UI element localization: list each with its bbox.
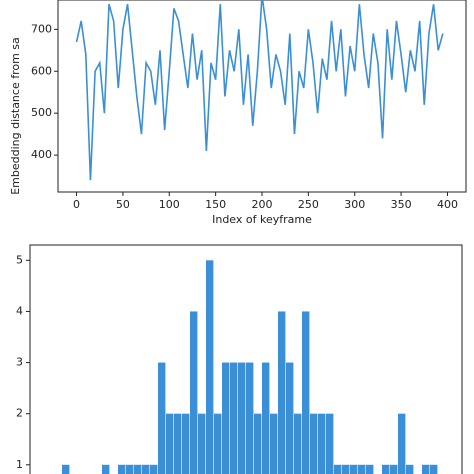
bar <box>358 464 366 474</box>
bar <box>302 311 310 474</box>
bar <box>270 413 278 474</box>
bar <box>238 362 246 474</box>
bar <box>406 464 414 474</box>
bar <box>142 464 150 474</box>
bar <box>310 413 318 474</box>
x-tick-label: 250 <box>298 198 319 211</box>
x-tick-label: 300 <box>344 198 365 211</box>
bar <box>150 464 158 474</box>
bar <box>286 362 294 474</box>
y-tick-label: 4 <box>16 304 23 317</box>
y-axis-label: Embedding distance from sa <box>9 37 22 195</box>
bar <box>254 413 262 474</box>
bar <box>382 464 390 474</box>
bar <box>342 464 350 474</box>
bar <box>318 413 326 474</box>
x-tick-label: 400 <box>437 198 458 211</box>
bar <box>366 464 374 474</box>
y-tick-label: 600 <box>31 64 52 77</box>
bottom-chart: 1 2 3 4 5 <box>16 244 463 474</box>
data-line <box>75 0 444 181</box>
bar <box>118 464 126 474</box>
y-tick-label: 500 <box>31 106 52 119</box>
bar <box>390 464 398 474</box>
bar <box>190 311 198 474</box>
y-tick-label: 700 <box>31 22 52 35</box>
y-tick-label: 3 <box>16 356 23 369</box>
bar <box>222 362 230 474</box>
y-tick-label: 5 <box>16 253 23 266</box>
bar <box>62 464 70 474</box>
x-tick-label: 200 <box>252 198 273 211</box>
bar <box>350 464 358 474</box>
plot-frame <box>57 0 467 193</box>
bar <box>294 413 302 474</box>
bar <box>334 464 342 474</box>
x-tick-label: 100 <box>159 198 180 211</box>
bar <box>398 413 406 474</box>
bar <box>182 413 190 474</box>
y-tick-label: 400 <box>31 148 52 161</box>
top-chart: 0 50 100 150 200 250 300 350 400 400 500 600 700 Inde… <box>9 0 467 226</box>
bar <box>326 413 334 474</box>
x-tick-label: 0 <box>73 198 80 211</box>
bar <box>174 413 182 474</box>
plot-frame <box>29 244 463 474</box>
bar <box>198 413 206 474</box>
x-tick-label: 150 <box>205 198 226 211</box>
bar <box>246 362 254 474</box>
bar <box>102 464 110 474</box>
bar <box>134 464 142 474</box>
y-tick-label: 1 <box>16 458 23 471</box>
bar <box>262 362 270 474</box>
bar <box>230 362 238 474</box>
y-tick-label: 2 <box>16 407 23 420</box>
bar <box>278 311 286 474</box>
bar <box>166 413 174 474</box>
bar <box>214 413 222 474</box>
bar <box>430 464 438 474</box>
x-tick-label: 350 <box>391 198 412 211</box>
bar <box>158 362 166 474</box>
bar <box>126 464 134 474</box>
x-axis-label: Index of keyframe <box>212 213 312 226</box>
x-tick-label: 50 <box>116 198 130 211</box>
bar <box>206 260 214 474</box>
bar <box>422 464 430 474</box>
